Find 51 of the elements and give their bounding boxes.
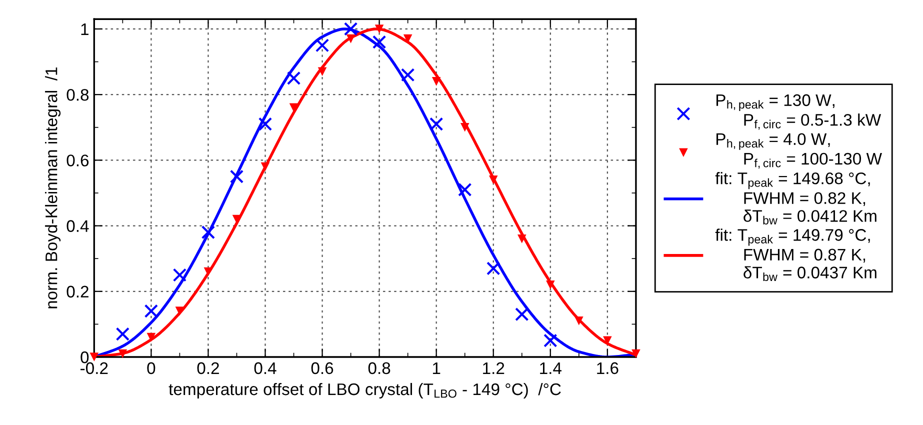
point (146, 332, 156, 342)
point (486, 262, 500, 276)
point (515, 308, 529, 322)
point (372, 35, 386, 49)
x-tick-label: 1.2 (483, 362, 504, 374)
point (315, 38, 330, 52)
point (488, 175, 498, 184)
point (144, 304, 158, 318)
point (118, 349, 128, 358)
point (517, 234, 526, 244)
point (400, 68, 415, 82)
x-tick-label: 0.8 (368, 362, 390, 374)
y-tick-label: 0.2 (66, 286, 88, 298)
point (632, 349, 640, 358)
point (90, 352, 99, 362)
point (374, 24, 384, 34)
point (344, 22, 358, 36)
x-tick-label: 1.4 (540, 362, 562, 374)
x-tick-label: 0.2 (197, 362, 219, 374)
legend-label: P$_{h,peak}$ = 130 W, P$_{f,circ}$ = 0.5-1.3 kW (716, 94, 882, 130)
point (460, 122, 470, 132)
y-axis-title: norm. Boyd-Kleinman integral /1 (45, 68, 61, 308)
x-tick-label: -0.2 (80, 362, 108, 374)
point (230, 170, 244, 184)
x-tick-label: 0.4 (254, 362, 276, 374)
y-tick-label: 0 (80, 351, 89, 364)
point (175, 306, 184, 316)
y-tick-label: 1 (81, 24, 88, 36)
x-tick-label: 1.6 (597, 362, 618, 374)
point (318, 67, 327, 76)
point (544, 334, 558, 348)
x-tick-label: 0 (147, 362, 156, 374)
point (546, 280, 555, 290)
point (458, 182, 472, 197)
point (201, 225, 216, 240)
point (429, 117, 444, 131)
x-axis-title: temperature offset of LBO crystal (T$_{LBO}$ - 149 °C) /°C (168, 382, 561, 398)
point (260, 162, 270, 172)
point (116, 327, 130, 341)
x-tick-label: 1 (432, 362, 440, 374)
point (346, 34, 356, 44)
point (172, 268, 187, 282)
y-tick-label: 0.4 (66, 220, 89, 232)
x-tick-label: 0.6 (311, 362, 334, 374)
point (286, 71, 301, 86)
point (432, 77, 441, 86)
point (258, 117, 272, 131)
point (574, 316, 584, 326)
y-tick-label: 0.6 (66, 154, 89, 166)
legend-label: fit: T$_{peak}$ = 149.79 °C, FWHM = 0.87 K, δT$_{bw}$ = 0.0437 Km (715, 228, 876, 282)
y-tick-label: 0.8 (66, 88, 89, 101)
